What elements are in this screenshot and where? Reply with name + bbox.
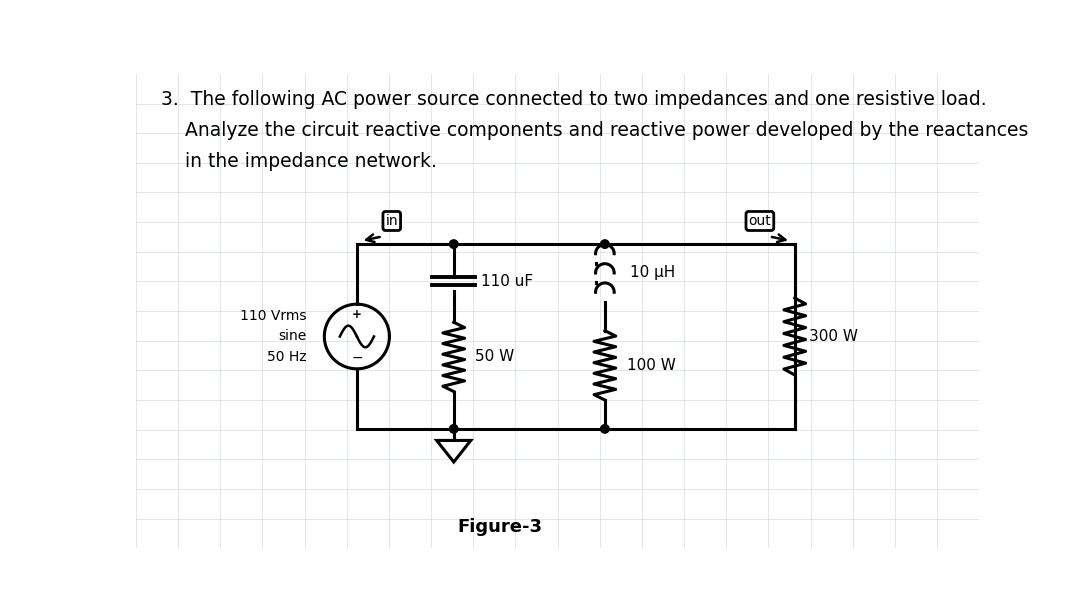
Circle shape	[601, 240, 609, 248]
Text: Analyze the circuit reactive components and reactive power developed by the reac: Analyze the circuit reactive components …	[161, 121, 1028, 140]
Circle shape	[449, 424, 458, 433]
Text: 50 W: 50 W	[475, 349, 515, 365]
Circle shape	[449, 240, 458, 248]
Text: in the impedance network.: in the impedance network.	[161, 152, 436, 171]
Text: 110 uF: 110 uF	[481, 274, 533, 288]
Text: in: in	[385, 214, 398, 228]
Text: 3.  The following AC power source connected to two impedances and one resistive : 3. The following AC power source connect…	[161, 90, 987, 109]
Circle shape	[601, 424, 609, 433]
Text: Figure-3: Figure-3	[458, 517, 543, 536]
Text: 10 μH: 10 μH	[630, 265, 675, 280]
Text: 300 W: 300 W	[808, 329, 857, 344]
Text: 100 W: 100 W	[627, 358, 676, 373]
Text: −: −	[351, 351, 362, 365]
Text: 110 Vrms
sine
50 Hz: 110 Vrms sine 50 Hz	[240, 309, 307, 364]
Text: +: +	[351, 309, 362, 322]
Text: out: out	[749, 214, 771, 228]
